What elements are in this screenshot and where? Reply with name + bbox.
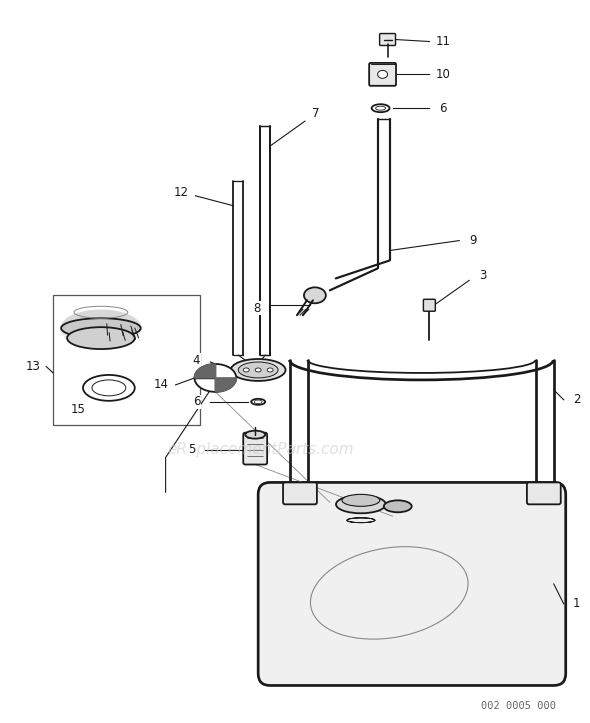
Ellipse shape bbox=[254, 400, 262, 403]
Ellipse shape bbox=[372, 104, 389, 112]
Ellipse shape bbox=[251, 399, 265, 405]
Text: 1: 1 bbox=[573, 597, 581, 610]
Ellipse shape bbox=[83, 375, 135, 401]
FancyBboxPatch shape bbox=[258, 482, 566, 685]
Text: 4: 4 bbox=[193, 354, 200, 367]
Text: 002 0005 000: 002 0005 000 bbox=[481, 701, 556, 711]
Text: 11: 11 bbox=[436, 35, 451, 48]
Ellipse shape bbox=[342, 495, 380, 506]
Ellipse shape bbox=[195, 364, 236, 392]
FancyBboxPatch shape bbox=[283, 482, 317, 505]
Text: 9: 9 bbox=[470, 234, 477, 247]
FancyBboxPatch shape bbox=[527, 482, 560, 505]
Ellipse shape bbox=[245, 431, 265, 439]
Ellipse shape bbox=[378, 70, 388, 78]
Text: 13: 13 bbox=[26, 360, 41, 373]
Polygon shape bbox=[215, 378, 236, 392]
Text: 15: 15 bbox=[71, 403, 86, 416]
Text: 2: 2 bbox=[573, 393, 581, 406]
Text: eReplacementParts.com: eReplacementParts.com bbox=[167, 442, 353, 457]
Ellipse shape bbox=[61, 318, 141, 338]
Text: 5: 5 bbox=[188, 443, 195, 456]
Text: 10: 10 bbox=[436, 68, 451, 81]
Ellipse shape bbox=[231, 359, 286, 381]
Polygon shape bbox=[61, 310, 141, 328]
Bar bbox=[53, 295, 201, 424]
Polygon shape bbox=[61, 328, 141, 349]
Ellipse shape bbox=[238, 362, 278, 378]
Ellipse shape bbox=[384, 500, 412, 513]
FancyBboxPatch shape bbox=[424, 299, 435, 311]
Ellipse shape bbox=[267, 368, 273, 372]
Text: 14: 14 bbox=[154, 378, 169, 391]
FancyBboxPatch shape bbox=[369, 63, 396, 86]
Text: 3: 3 bbox=[480, 269, 487, 282]
FancyBboxPatch shape bbox=[243, 432, 267, 464]
Ellipse shape bbox=[67, 328, 135, 349]
FancyBboxPatch shape bbox=[379, 33, 395, 46]
Ellipse shape bbox=[304, 287, 326, 303]
Text: 7: 7 bbox=[312, 107, 320, 120]
Text: 6: 6 bbox=[193, 395, 200, 408]
Text: 8: 8 bbox=[254, 301, 261, 315]
Ellipse shape bbox=[243, 368, 249, 372]
Polygon shape bbox=[195, 364, 215, 378]
Ellipse shape bbox=[92, 380, 126, 395]
Ellipse shape bbox=[376, 106, 386, 110]
Text: 12: 12 bbox=[174, 187, 189, 200]
Ellipse shape bbox=[255, 368, 261, 372]
Text: 6: 6 bbox=[440, 102, 447, 115]
Ellipse shape bbox=[336, 495, 386, 513]
